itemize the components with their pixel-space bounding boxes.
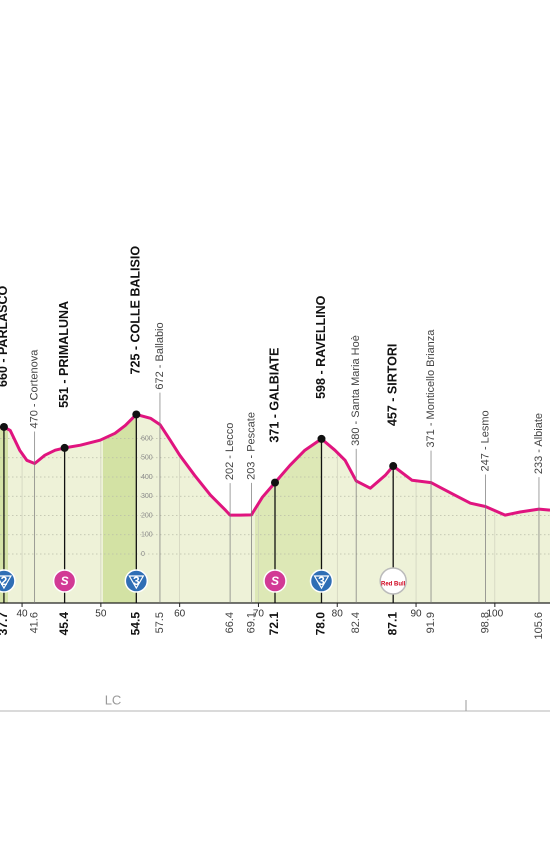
- waypoint-km: 91.9: [425, 612, 437, 633]
- icon-circle: [263, 569, 287, 593]
- icon-circle: [379, 567, 407, 595]
- waypoint-label: 203 - Pescate: [245, 412, 257, 480]
- icon-triangle: [313, 575, 330, 590]
- waypoint-km: 98.8: [479, 612, 491, 633]
- waypoint-dot: [271, 478, 279, 487]
- y-tick-label: 300: [141, 493, 153, 500]
- profile-line: [0, 412, 550, 517]
- icon-triangle: [0, 575, 12, 590]
- waypoint-dot: [0, 422, 8, 431]
- waypoint-km: 57.5: [154, 612, 166, 633]
- waypoint-label: 672 - Ballabio: [154, 322, 166, 389]
- y-tick-label: 200: [141, 512, 153, 519]
- x-tick-label: 40: [17, 609, 29, 620]
- x-tick-label: 60: [174, 609, 186, 620]
- icon-triangle: [128, 575, 145, 590]
- waypoint-label: 371 - GALBIATE: [267, 348, 281, 443]
- icon-circle: [52, 569, 77, 593]
- icon-label: 3: [133, 574, 140, 588]
- waypoint-dot: [132, 410, 141, 419]
- waypoint-km: 78.0: [314, 612, 328, 636]
- waypoint-label: 202 - Lecco: [224, 423, 236, 480]
- waypoint-dot: [317, 434, 326, 443]
- waypoint-km: 105.6: [533, 612, 545, 640]
- waypoint-label: 598 - RAVELLINO: [314, 295, 328, 399]
- waypoint-km: 37.7: [0, 612, 10, 636]
- y-tick-label: 600: [141, 435, 153, 442]
- waypoint-km: 87.1: [385, 612, 399, 636]
- waypoint-dot: [389, 462, 398, 471]
- climb-band: [103, 414, 136, 603]
- waypoint-km: 66.4: [224, 612, 236, 633]
- y-tick-label: 100: [141, 532, 153, 539]
- waypoint-label: 380 - Santa Maria Hoè: [350, 335, 362, 446]
- waypoint-label: 371 - Monticello Brianza: [425, 329, 437, 448]
- waypoint-label: 457 - SIRTORI: [385, 344, 399, 426]
- waypoint-km: 82.4: [350, 612, 362, 633]
- icon-label: Red Bull: [381, 582, 406, 588]
- icon-label: S: [61, 574, 69, 588]
- waypoint-label: 470 - Cortenova: [29, 349, 41, 429]
- y-tick-label: 500: [141, 455, 153, 462]
- x-tick-label: 80: [332, 609, 344, 620]
- province-label: LC: [105, 692, 122, 707]
- icon-label: S: [271, 574, 279, 588]
- x-tick-label: 90: [410, 609, 422, 620]
- waypoint-km: 41.6: [29, 612, 41, 633]
- waypoint-label: 660 - PARLASCO: [0, 285, 10, 386]
- waypoint-label: 233 - Albiate: [533, 413, 545, 474]
- waypoint-km: 54.5: [128, 612, 142, 636]
- x-tick-label: 50: [95, 609, 107, 620]
- x-tick-label: 70: [253, 609, 265, 620]
- waypoint-label: 551 - PRIMALUNA: [57, 301, 71, 408]
- icon-label: 2: [1, 574, 8, 588]
- waypoint-km: 45.4: [57, 612, 71, 636]
- waypoint-label: 247 - Lesmo: [479, 410, 491, 471]
- waypoint-km: 69.1: [245, 612, 257, 633]
- climb-band: [255, 414, 322, 603]
- waypoint-label: 725 - COLLE BALISIO: [129, 246, 143, 375]
- y-tick-label: 400: [141, 474, 153, 481]
- y-tick-label: 0: [141, 551, 145, 558]
- icon-label: 3: [318, 574, 325, 588]
- waypoint-dot: [60, 443, 69, 452]
- x-tick-label: 100: [486, 609, 503, 620]
- waypoint-km: 72.1: [267, 612, 281, 636]
